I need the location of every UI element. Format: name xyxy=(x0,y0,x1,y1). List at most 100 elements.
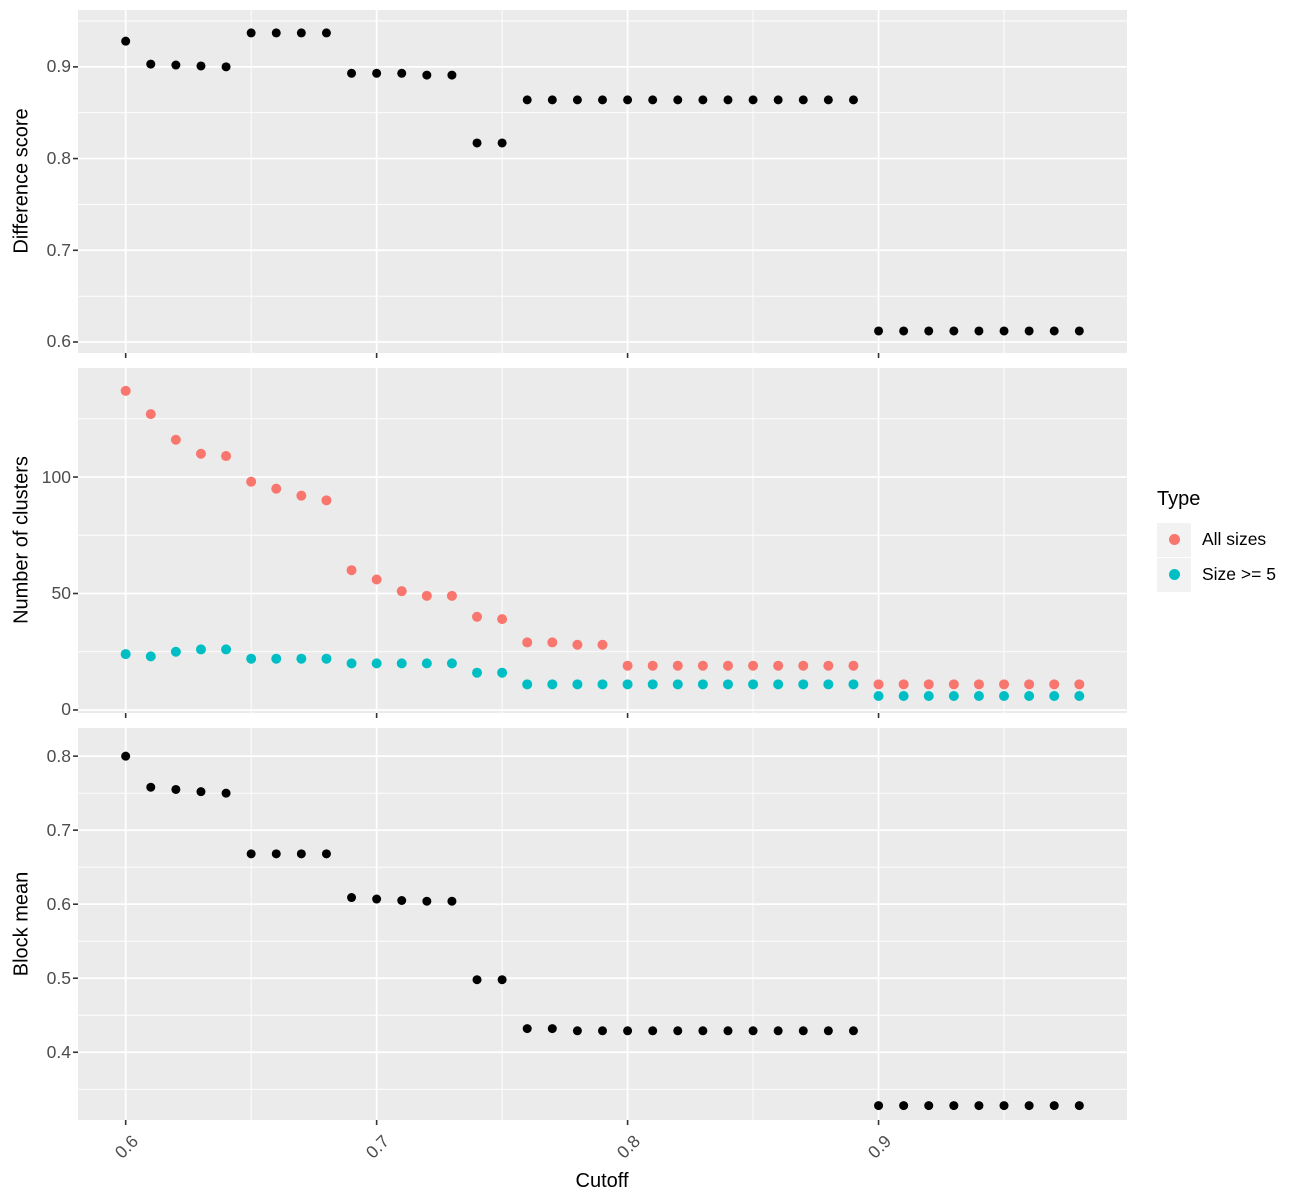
data-point xyxy=(597,639,608,650)
data-point xyxy=(773,679,784,690)
data-point xyxy=(873,690,884,701)
data-point xyxy=(873,679,884,690)
data-point xyxy=(547,637,558,648)
data-point xyxy=(246,849,256,859)
y-axis-title-number-of-clusters: Number of clusters xyxy=(10,456,33,624)
data-point xyxy=(121,36,131,46)
data-point xyxy=(798,679,809,690)
data-point xyxy=(722,660,733,671)
data-point xyxy=(547,679,558,690)
data-point xyxy=(397,895,407,905)
data-point xyxy=(296,653,307,664)
data-point xyxy=(572,679,583,690)
data-point xyxy=(195,644,206,655)
data-point xyxy=(146,782,156,792)
data-point xyxy=(321,849,331,859)
data-point xyxy=(748,679,759,690)
data-point xyxy=(1074,690,1085,701)
data-point xyxy=(999,690,1010,701)
data-point xyxy=(472,975,482,985)
data-point xyxy=(145,409,156,420)
data-point xyxy=(748,660,759,671)
y-tick-label: 0.6 xyxy=(46,893,71,914)
data-point xyxy=(447,896,457,906)
y-axis-title-block-mean: Block mean xyxy=(10,871,33,977)
y-tick-label: 50 xyxy=(51,582,71,603)
data-point xyxy=(924,1101,934,1111)
data-point xyxy=(572,639,583,650)
data-point xyxy=(848,1026,858,1036)
legend-dot-all-sizes-icon xyxy=(1168,534,1180,545)
data-point xyxy=(973,679,984,690)
data-point xyxy=(1024,679,1035,690)
data-point xyxy=(1049,690,1060,701)
data-point xyxy=(597,679,608,690)
data-point xyxy=(221,62,231,72)
data-point xyxy=(372,68,382,78)
data-point xyxy=(221,451,232,462)
data-point xyxy=(321,495,332,506)
data-point xyxy=(798,660,809,671)
legend-item-size-ge5: Size >= 5 xyxy=(1157,557,1276,592)
data-point xyxy=(823,95,833,105)
data-point xyxy=(446,590,457,601)
legend-title: Type xyxy=(1157,488,1201,510)
legend-dot-size-ge5-icon xyxy=(1168,569,1180,580)
data-point xyxy=(497,614,508,625)
x-axis-title: Cutoff xyxy=(575,1170,629,1192)
data-point xyxy=(723,95,733,105)
data-point xyxy=(421,590,432,601)
data-point xyxy=(497,975,507,985)
data-point xyxy=(196,61,206,71)
data-point xyxy=(321,28,331,38)
data-point xyxy=(296,490,307,501)
data-point xyxy=(472,667,483,678)
data-point xyxy=(472,611,483,622)
data-point xyxy=(948,679,959,690)
data-point xyxy=(874,326,884,336)
data-point xyxy=(874,1101,884,1111)
data-point xyxy=(171,60,181,70)
data-point xyxy=(898,690,909,701)
legend-label-all-sizes: All sizes xyxy=(1202,529,1267,549)
data-point xyxy=(296,849,306,859)
data-point xyxy=(1049,1101,1059,1111)
data-point xyxy=(1049,326,1059,336)
data-point xyxy=(673,95,683,105)
data-point xyxy=(246,476,257,487)
panel-background-block-mean xyxy=(78,728,1127,1120)
data-point xyxy=(923,679,934,690)
data-point xyxy=(271,653,282,664)
data-point xyxy=(848,95,858,105)
data-point xyxy=(497,667,508,678)
y-tick-label: 0.5 xyxy=(46,967,71,988)
data-point xyxy=(497,138,507,148)
panel-difference-score xyxy=(73,10,1127,358)
y-axis-title-difference-score: Difference score xyxy=(10,108,33,254)
data-point xyxy=(447,70,457,80)
data-point xyxy=(648,1026,658,1036)
data-point xyxy=(722,679,733,690)
data-point xyxy=(347,893,357,903)
data-point xyxy=(647,679,658,690)
data-point xyxy=(246,28,256,38)
data-point xyxy=(396,586,407,597)
data-point xyxy=(522,637,533,648)
data-point xyxy=(422,896,432,906)
data-point xyxy=(221,788,231,798)
data-point xyxy=(999,679,1010,690)
data-point xyxy=(170,434,181,445)
data-point xyxy=(999,326,1009,336)
data-point xyxy=(522,1024,532,1034)
data-point xyxy=(572,1026,582,1036)
legend-item-all-sizes: All sizes xyxy=(1157,522,1276,557)
data-point xyxy=(271,483,282,494)
data-point xyxy=(221,644,232,655)
data-point xyxy=(421,658,432,669)
y-tick-label: 0.7 xyxy=(46,819,71,840)
data-point xyxy=(271,28,281,38)
data-point xyxy=(623,1026,633,1036)
data-point xyxy=(848,679,859,690)
